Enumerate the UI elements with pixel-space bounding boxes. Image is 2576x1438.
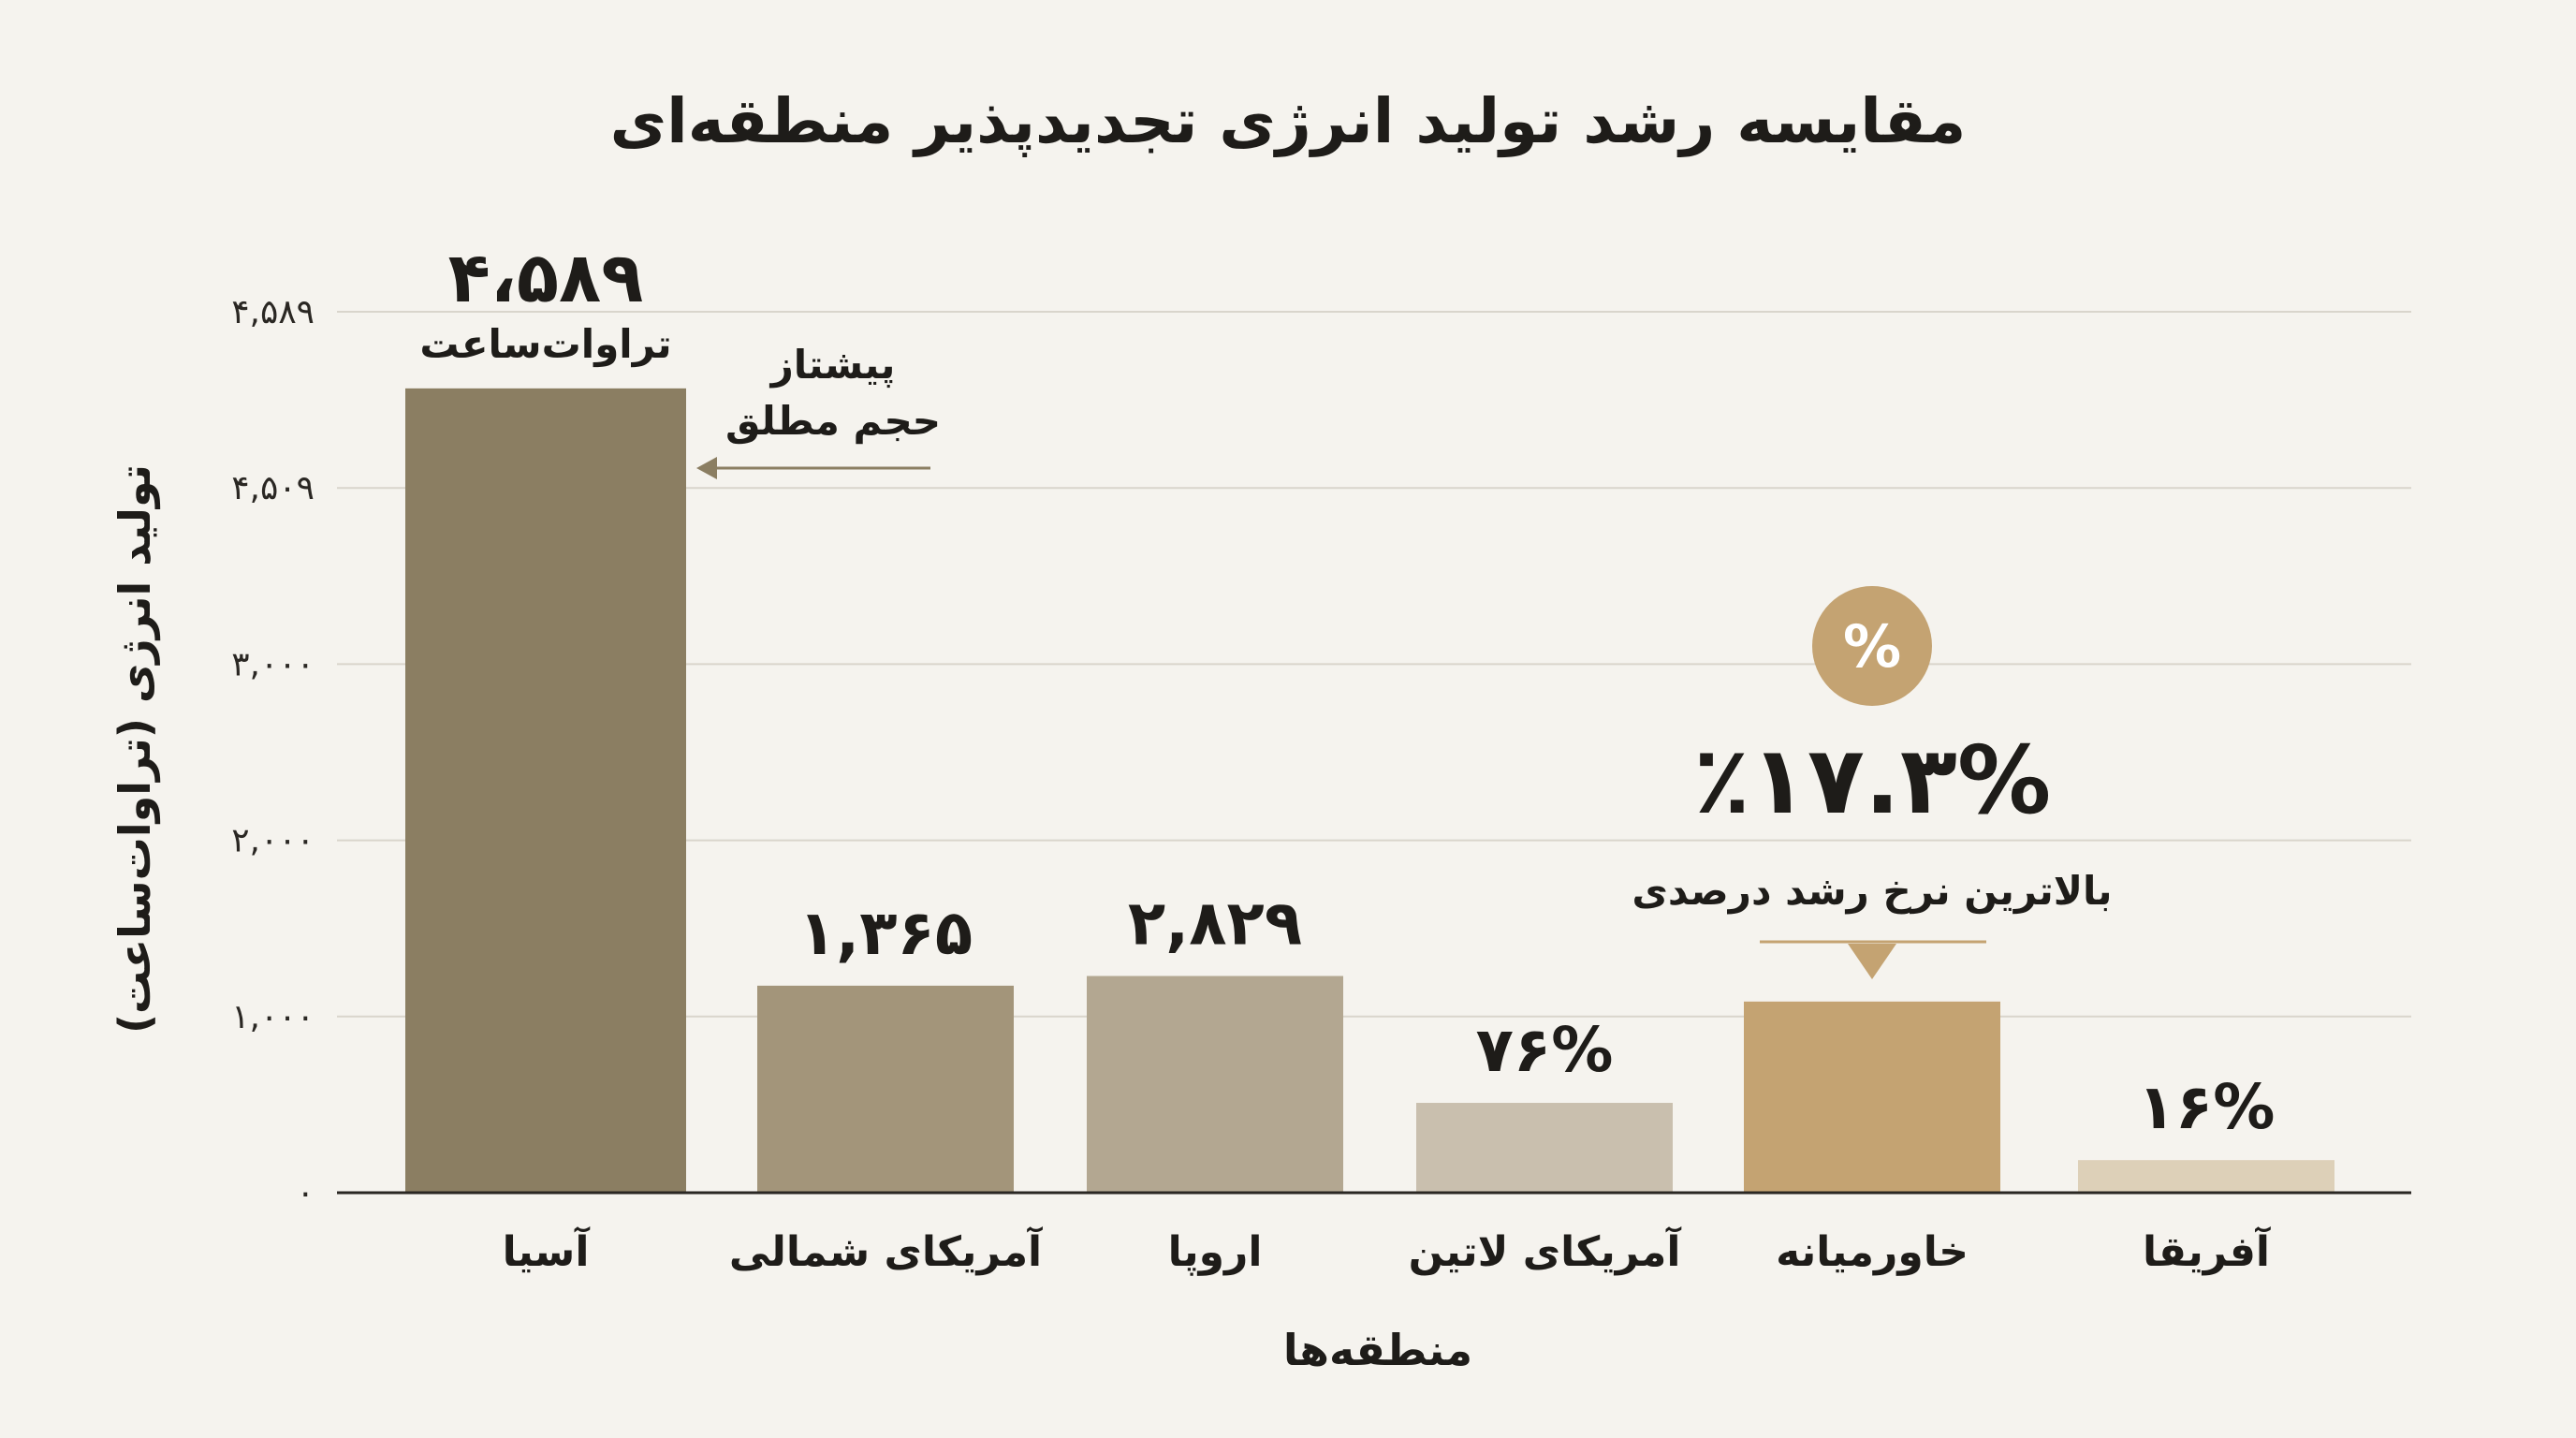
bar-0 (405, 388, 686, 1193)
y-axis-label: تولید انرژی (تراوات‌ساعت) (110, 464, 160, 1034)
bar-2 (1087, 976, 1343, 1193)
asia-unit-label: تراوات‌ساعت (419, 321, 671, 368)
bars (405, 388, 2334, 1193)
y-tick-label: ۳,۰۰۰ (231, 645, 315, 683)
leader-annotation-line1: پیشتاز (769, 342, 896, 389)
bar-1 (757, 985, 1014, 1193)
data-label: ۷۶% (1476, 1014, 1614, 1086)
leader-arrow-head (696, 457, 717, 479)
y-tick-label: ۰ (297, 1174, 315, 1212)
data-label: ۱,۳۶۵ (798, 897, 973, 969)
bar-3 (1416, 1103, 1673, 1193)
category-label: آفریقا (2143, 1225, 2271, 1276)
category-label: اروپا (1168, 1228, 1263, 1276)
y-axis-ticks: ۰ ۱,۰۰۰ ۲,۰۰۰ ۳,۰۰۰ ۴,۵۰۹ ۴,۵۸۹ (231, 293, 315, 1212)
growth-pointer-icon (1848, 944, 1896, 979)
data-label: ۲,۸۲۹ (1128, 888, 1302, 960)
category-label: آمریکای لاتین (1409, 1225, 1682, 1276)
percent-badge-text: % (1843, 612, 1901, 681)
growth-rate-label: بالاترین نرخ رشد درصدی (1632, 868, 2112, 915)
data-label: ۱۶% (2138, 1071, 2276, 1143)
y-tick-label: ۴,۵۰۹ (231, 469, 315, 507)
category-labels: آسیا آمریکای شمالی اروپا آمریکای لاتین خاورم… (503, 1225, 2271, 1276)
bar-4 (1744, 1001, 2000, 1193)
data-labels: ۴،۵۸۹ ۱,۳۶۵ ۲,۸۲۹ ۷۶% ۱۶% (448, 238, 2276, 1143)
growth-annotation: % ٪۱۷.۳% بالاترین نرخ رشد درصدی (1632, 586, 2113, 979)
leader-annotation: پیشتاز حجم مطلق (696, 342, 941, 479)
data-label: ۴،۵۸۹ (448, 238, 644, 318)
bar-5 (2078, 1160, 2334, 1193)
category-label: آمریکای شمالی (729, 1225, 1043, 1276)
category-label: خاورمیانه (1776, 1228, 1969, 1276)
leader-annotation-line2: حجم مطلق (725, 398, 941, 445)
chart-title: مقایسه رشد تولید انرژی تجدیدپذیر منطقه‌ا… (610, 85, 1967, 158)
y-tick-label: ۴,۵۸۹ (231, 293, 315, 331)
x-axis-label: منطقه‌ها (1283, 1325, 1472, 1375)
percent-badge-icon (1812, 586, 1932, 706)
y-tick-label: ۱,۰۰۰ (231, 998, 315, 1036)
category-label: آسیا (503, 1225, 591, 1276)
growth-rate-value: ٪۱۷.۳% (1693, 726, 2051, 835)
y-tick-label: ۲,۰۰۰ (231, 822, 315, 860)
